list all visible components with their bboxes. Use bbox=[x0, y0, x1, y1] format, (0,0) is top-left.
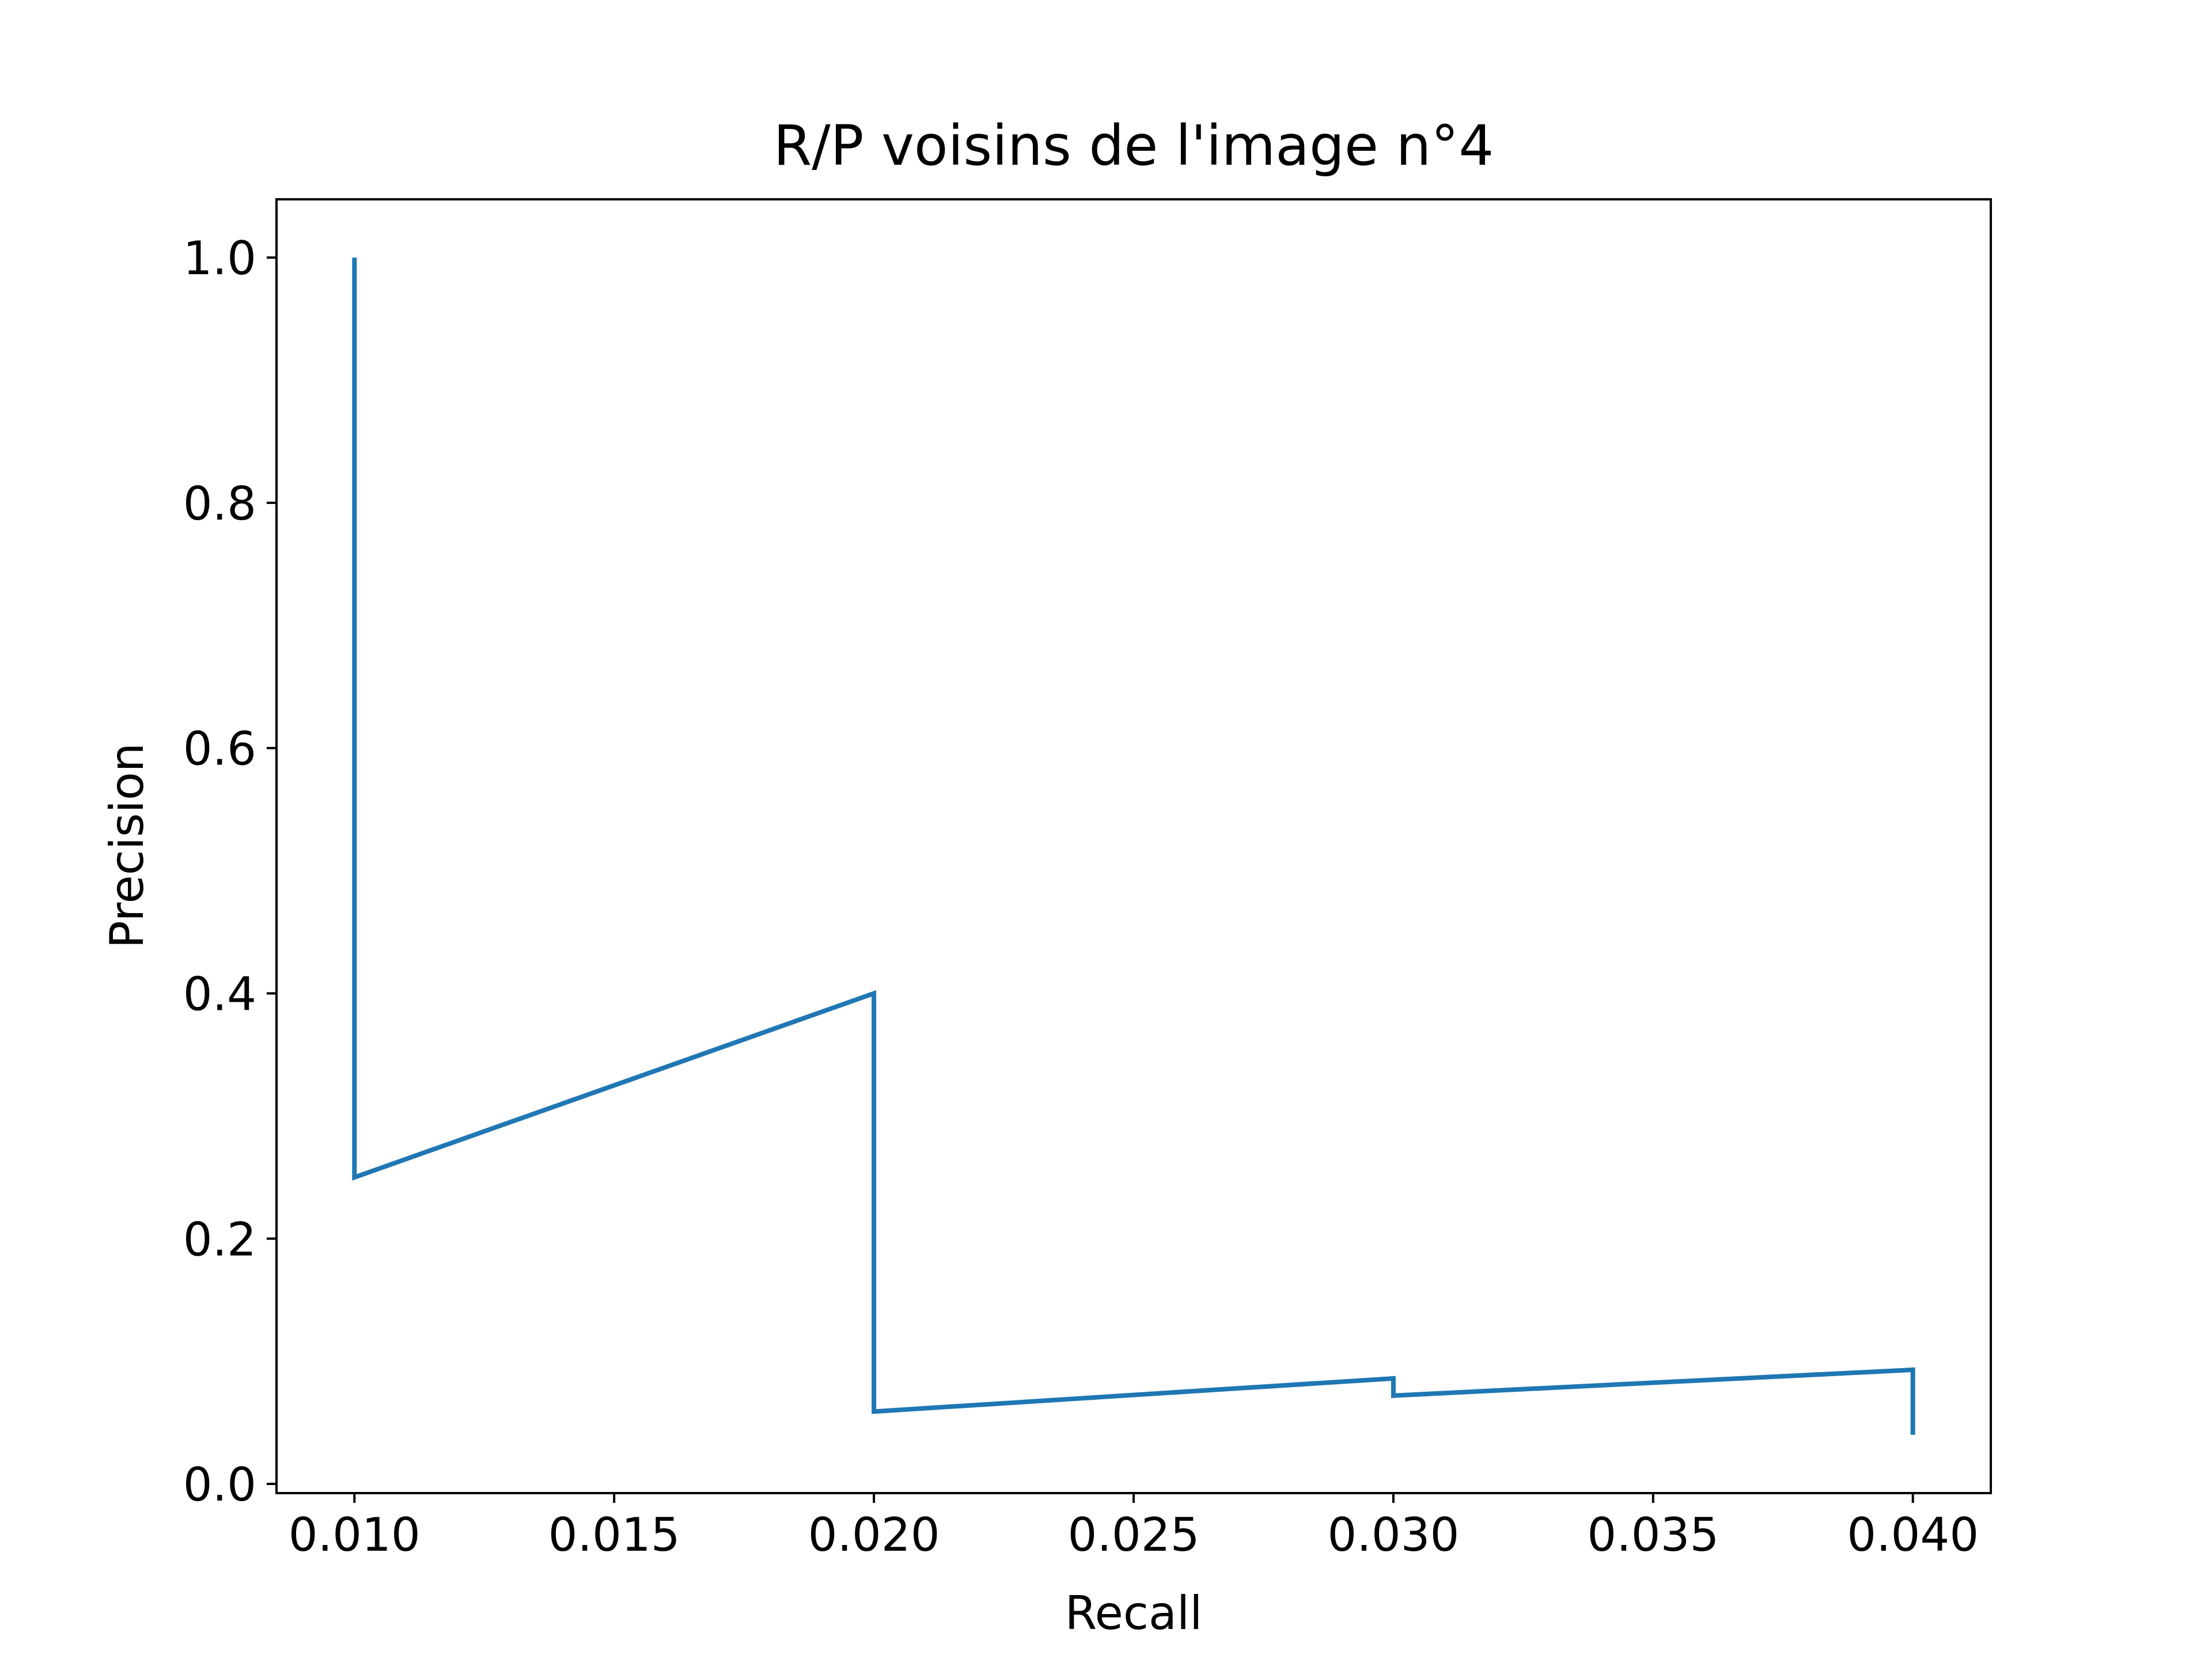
x-tick-label: 0.015 bbox=[548, 1508, 680, 1562]
y-tick-label: 0.2 bbox=[183, 1213, 256, 1266]
y-axis-label: Precision bbox=[100, 743, 154, 949]
x-axis-label: Recall bbox=[1065, 1586, 1203, 1640]
series-line-1 bbox=[352, 257, 1915, 1435]
y-tick-label: 0.8 bbox=[183, 477, 256, 531]
y-tick-label: 1.0 bbox=[183, 232, 256, 285]
y-tick-label: 0.6 bbox=[183, 722, 256, 776]
x-tick-label: 0.010 bbox=[289, 1508, 421, 1562]
x-tick-label: 0.040 bbox=[1847, 1508, 1979, 1562]
chart-title: R/P voisins de l'image n°4 bbox=[774, 113, 1494, 178]
x-tick-label: 0.020 bbox=[808, 1508, 940, 1562]
y-tick-label: 0.4 bbox=[183, 967, 256, 1021]
plot-area: 0.010 0.015 0.020 0.025 0.030 0.035 0.040 0.0 0.… bbox=[183, 198, 1992, 1562]
y-tick-label: 0.0 bbox=[183, 1458, 256, 1512]
x-tick-label: 0.030 bbox=[1327, 1508, 1459, 1562]
x-tick-label: 0.025 bbox=[1067, 1508, 1199, 1562]
x-tick-label: 0.035 bbox=[1587, 1508, 1719, 1562]
